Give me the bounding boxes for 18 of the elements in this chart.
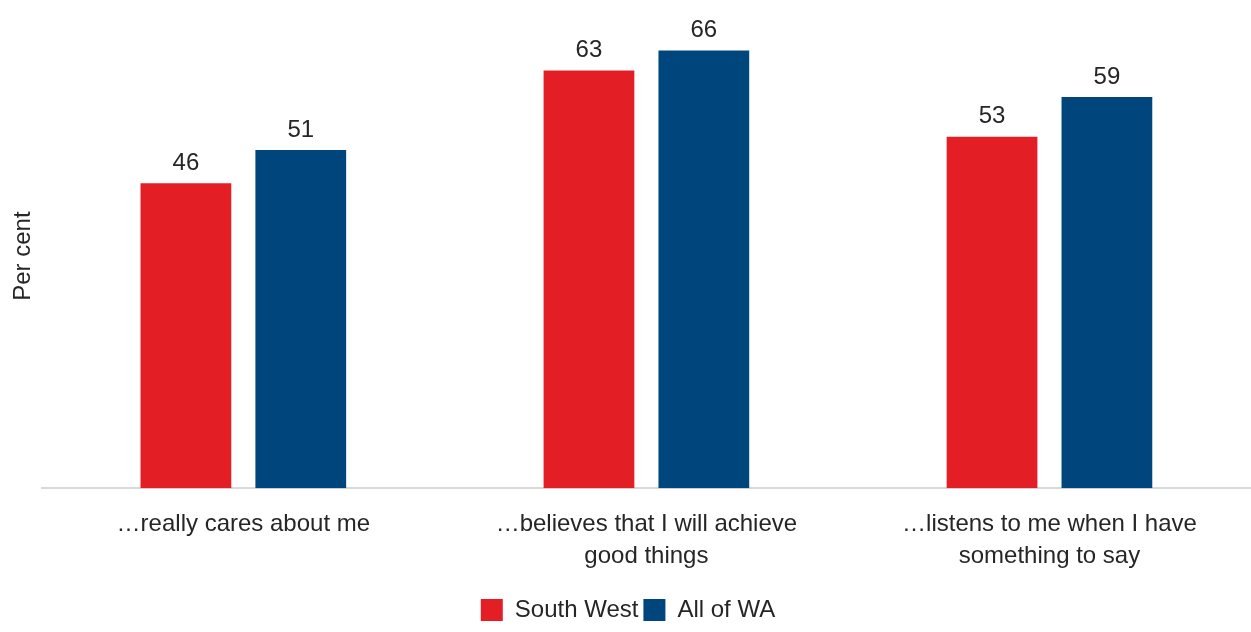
data-label: 53 — [978, 101, 1006, 129]
data-label: 51 — [287, 114, 315, 142]
bar — [658, 50, 750, 489]
data-label: 63 — [575, 35, 603, 63]
bar — [543, 70, 635, 489]
x-tick-label: …believes that I will achieve good things — [495, 509, 798, 569]
data-label: 66 — [690, 15, 718, 43]
legend-label: All of WA — [677, 594, 776, 622]
bar — [946, 136, 1038, 489]
bar — [1061, 96, 1153, 489]
y-axis-title: Per cent — [8, 211, 36, 301]
bar — [255, 150, 347, 489]
x-tick-label: …really cares about me — [116, 509, 371, 537]
data-label: 59 — [1093, 61, 1121, 89]
legend-label: South West — [514, 594, 639, 622]
x-tick-label: …listens to me when I have something to say — [902, 509, 1197, 569]
data-label: 46 — [172, 147, 200, 175]
bar — [140, 183, 232, 489]
